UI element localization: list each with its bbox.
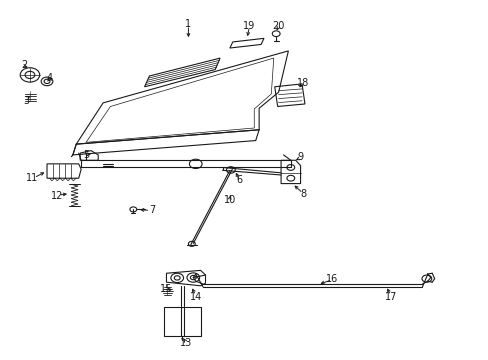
Text: 14: 14 (189, 292, 202, 302)
Circle shape (188, 241, 195, 246)
Text: 13: 13 (180, 338, 192, 348)
Text: 15: 15 (160, 284, 172, 294)
Text: 4: 4 (46, 73, 52, 83)
Circle shape (226, 167, 235, 173)
Text: 2: 2 (21, 60, 27, 70)
Text: 7: 7 (148, 206, 155, 216)
Text: 16: 16 (325, 274, 338, 284)
Text: 6: 6 (236, 175, 242, 185)
Text: 11: 11 (26, 173, 39, 183)
Text: 19: 19 (243, 21, 255, 31)
Text: 1: 1 (185, 19, 191, 29)
Text: 18: 18 (296, 78, 308, 88)
Text: 20: 20 (272, 21, 284, 31)
Text: 8: 8 (299, 189, 305, 199)
Text: 5: 5 (83, 150, 89, 160)
Text: 12: 12 (50, 191, 63, 201)
Text: 17: 17 (384, 292, 396, 302)
Text: 9: 9 (297, 152, 303, 162)
Text: 10: 10 (224, 195, 236, 205)
Text: 3: 3 (23, 96, 29, 106)
